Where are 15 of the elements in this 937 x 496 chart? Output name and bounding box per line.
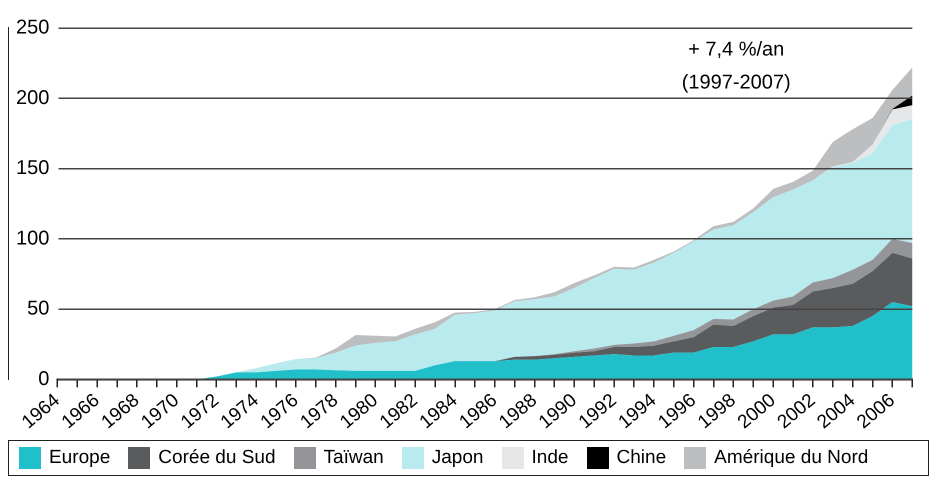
legend-label: Europe [49,447,110,469]
annotation: + 7,4 %/an [688,38,784,61]
y-tick-label: 150 [16,157,50,180]
y-tick-label: 50 [27,298,50,320]
legend-label: Japon [432,447,484,469]
legend-label: Chine [616,447,666,469]
y-tick-label: 200 [16,86,50,109]
annotation: (1997-2007) [682,72,791,94]
legend-label: Inde [532,447,568,469]
legend-label: Corée du Sud [158,447,276,469]
legend-label: Taïwan [324,447,384,469]
y-tick-label: 0 [38,368,50,390]
y-tick-label: 100 [16,227,50,250]
legend-label: Amérique du Nord [714,447,868,469]
y-tick-label: 250 [16,16,50,39]
